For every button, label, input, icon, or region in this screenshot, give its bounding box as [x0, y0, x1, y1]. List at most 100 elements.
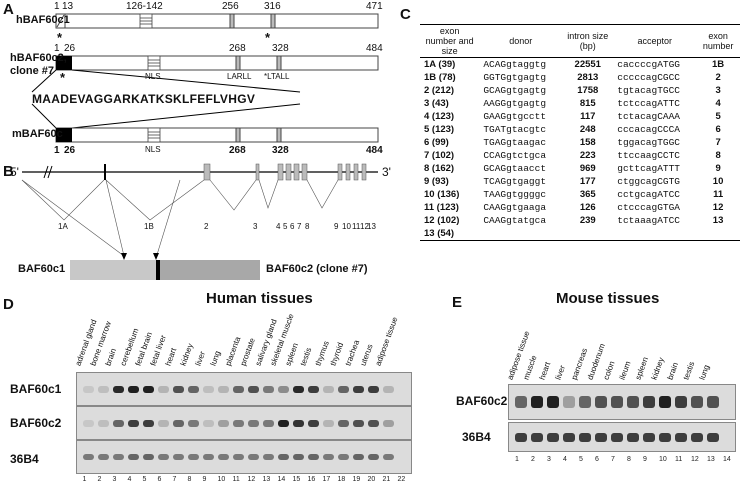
mouse-tissue-label: ileum	[617, 359, 633, 381]
mbaf60c-label: mBAF60c	[12, 128, 63, 140]
acceptor-cell: ttccaagCCTC	[617, 150, 680, 161]
table-row: 2 (212) GCAGgtgagtg 1758 tgtacagTGCC 3	[420, 84, 740, 97]
gel-band-c2-12	[248, 419, 259, 427]
gel-band-36b4-14	[278, 454, 289, 460]
gel-band-c1-5	[143, 385, 154, 393]
gel-band-m36b4-10	[659, 432, 671, 442]
acceptor-cell: cccccagCGCC	[617, 72, 680, 83]
exon-number-cell: 11	[713, 189, 724, 200]
donor-cell: CAAGgtatgca	[483, 215, 547, 226]
gel-band-36b4-9	[203, 454, 214, 460]
gel-band-c1-3	[113, 385, 124, 393]
gel-band-m36b4-13	[707, 432, 719, 442]
mouse-lane-6: 6	[595, 456, 599, 463]
human-gel-baf60c1	[76, 372, 412, 406]
human-lane-6: 6	[157, 476, 162, 483]
hbaf60c1-label: hBAF60c1	[16, 14, 70, 26]
gel-band-c1-11	[233, 385, 244, 393]
table-row: 9 (93) TCAGgtgaggt 177 ctggcagCGTG 10	[420, 175, 740, 188]
intron-size-cell: 223	[579, 150, 596, 161]
gel-band-36b4-18	[338, 454, 349, 460]
donor-cell: GAAGgtgcctt	[483, 111, 547, 122]
gel-band-36b4-11	[233, 454, 244, 460]
table-row: 7 (102) CCAGgtctgca 223 ttccaagCCTC 8	[420, 149, 740, 162]
gel-band-c2-9	[203, 419, 214, 427]
gel-band-c2-2	[98, 419, 109, 427]
mouse-tissue-label: lung	[697, 363, 712, 381]
gel-band-c2-16	[308, 419, 319, 427]
table-row: 6 (99) TGAGgtaagac 158 tggacagTGGC 7	[420, 136, 740, 149]
gel-band-mc2-10	[659, 396, 671, 408]
human-tissue-label: heart	[163, 346, 178, 367]
human-lane-13: 13	[262, 476, 271, 483]
mouse-tissues-title: Mouse tissues	[556, 290, 660, 307]
human-tissue-label: spleen	[283, 341, 300, 367]
gel-band-m36b4-9	[643, 432, 655, 442]
gel-band-c1-1	[83, 385, 94, 393]
table-row: 10 (136) TAAGgtggggc 365 cctgcagATCC 11	[420, 188, 740, 201]
exon-5-label: 5	[283, 222, 288, 231]
exon-number-cell: 2	[715, 72, 721, 83]
m-pos-484: 484	[366, 145, 383, 156]
gel-band-m36b4-3	[547, 432, 559, 442]
hbaf60c2-label: hBAF60c2,	[10, 52, 67, 64]
human-lane-18: 18	[337, 476, 346, 483]
intron-size-cell: 239	[579, 215, 596, 226]
gel-band-mc2-4	[563, 396, 575, 408]
intron-size-cell: 969	[579, 163, 596, 174]
gel-band-c2-20	[368, 419, 379, 427]
acceptor-cell: caccccgATGG	[617, 59, 680, 70]
human-tissues-title: Human tissues	[206, 290, 313, 307]
gel-band-c2-3	[113, 419, 124, 427]
exon-11-label: 11	[352, 222, 361, 231]
gel-band-c1-9	[203, 385, 214, 393]
gel-band-mc2-5	[579, 396, 591, 408]
table-row: 5 (123) TGATgtacgtc 248 cccacagCCCA 6	[420, 123, 740, 136]
gel-band-c1-4	[128, 385, 139, 393]
exon-number-cell: 1B	[712, 59, 725, 70]
exon-1a-label: 1A	[58, 222, 68, 231]
gel-band-c2-21	[383, 419, 394, 427]
gel-band-c2-14	[278, 419, 289, 427]
mouse-tissue-label: kidney	[649, 356, 666, 381]
header-exon-size: exon number and size	[420, 24, 480, 58]
panel-b-letter: B	[3, 163, 14, 180]
gel-band-c2-19	[353, 419, 364, 427]
gel-band-m36b4-5	[579, 432, 591, 442]
m-pos-268: 268	[229, 145, 246, 156]
gel-band-c2-11	[233, 419, 244, 427]
gel-band-c2-6	[158, 419, 169, 427]
human-tissue-label: uterus	[358, 343, 375, 367]
gel-band-36b4-20	[368, 454, 379, 460]
human-tissue-label: testis	[298, 346, 313, 367]
hbaf60c2-clone-label: clone #7	[10, 65, 55, 77]
donor-cell: GGTGgtgagtg	[483, 72, 547, 83]
exon-intron-table: exon number and size donor intron size (…	[420, 24, 740, 241]
gel-band-c1-16	[308, 385, 319, 393]
human-lane-22: 22	[397, 476, 406, 483]
gel-band-mc2-9	[643, 396, 655, 408]
human-lane-15: 15	[292, 476, 301, 483]
acceptor-cell	[613, 227, 697, 241]
intron-size-cell: 1758	[577, 85, 599, 96]
c2-pos-268: 268	[229, 43, 246, 54]
donor-cell: TGAGgtaagac	[483, 137, 547, 148]
human-lane-21: 21	[382, 476, 391, 483]
mouse-lane-13: 13	[707, 456, 715, 463]
exon-number-cell: 7	[715, 137, 721, 148]
human-lane-7: 7	[172, 476, 177, 483]
exon-size-cell: 2 (212)	[424, 85, 455, 96]
gel-band-c1-18	[338, 385, 349, 393]
intron-size-cell: 815	[579, 98, 596, 109]
panel-b-gene-diagram	[21, 163, 378, 280]
exon-12-label: 12	[360, 222, 369, 231]
c2-pos-1: 1	[54, 43, 60, 54]
gel-band-c2-1	[83, 419, 94, 427]
m-pos-328: 328	[272, 145, 289, 156]
mouse-lane-12: 12	[691, 456, 699, 463]
gel-band-c1-13	[263, 385, 274, 393]
mouse-tissue-label: brain	[665, 361, 681, 381]
c2-pos-484: 484	[366, 43, 383, 54]
exon-size-cell: 13 (54)	[420, 227, 480, 241]
gel-band-c1-8	[188, 385, 199, 393]
